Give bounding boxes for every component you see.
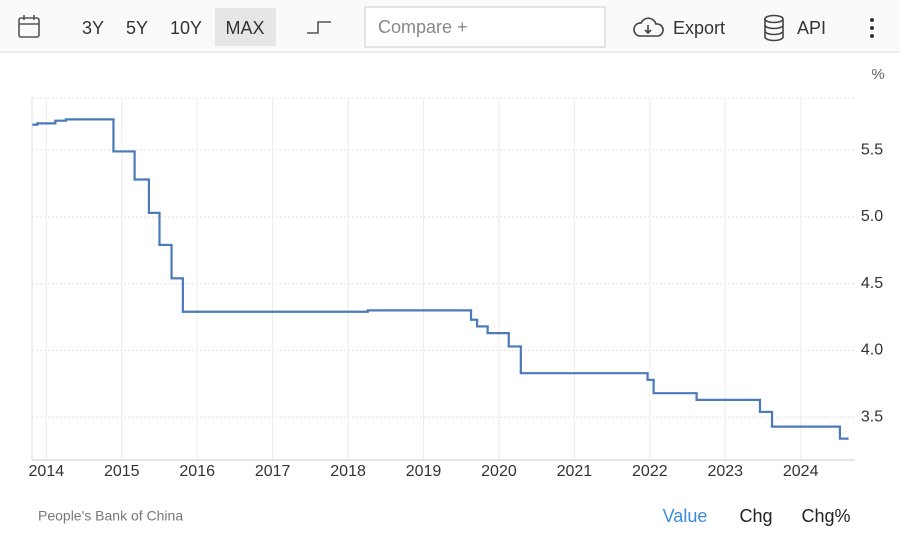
x-tick-label: 2024 [783, 463, 819, 480]
export-icon[interactable] [633, 17, 664, 37]
compare-placeholder: Compare + [378, 17, 468, 37]
x-tick-label: 2018 [330, 463, 366, 480]
y-tick-label: 3.5 [861, 408, 883, 425]
tab[interactable]: Value [663, 506, 708, 526]
y-unit: % [871, 66, 884, 83]
x-tick-label: 2019 [406, 463, 442, 480]
x-tick-label: 2015 [104, 463, 140, 480]
compare-input[interactable] [364, 6, 606, 48]
x-tick-label: 2016 [179, 463, 215, 480]
tab[interactable]: Chg% [801, 506, 850, 526]
range-button[interactable]: 5Y [126, 18, 148, 38]
source: People's Bank of China [38, 508, 183, 524]
calendar-icon[interactable] [18, 15, 40, 38]
api-icon[interactable] [764, 14, 784, 42]
range-button[interactable]: MAX [225, 18, 264, 38]
api-button[interactable]: API [797, 18, 826, 38]
x-tick-label: 2022 [632, 463, 668, 480]
range-active-bg [215, 8, 276, 46]
y-tick-label: 5.0 [861, 208, 883, 225]
x-tick-label: 2021 [557, 463, 593, 480]
chart-type-icon[interactable] [307, 21, 331, 34]
export-button[interactable]: Export [673, 18, 725, 38]
y-tick-label: 4.5 [861, 275, 883, 292]
range-button[interactable]: 10Y [170, 18, 202, 38]
x-tick-label: 2017 [255, 463, 291, 480]
y-tick-label: 4.0 [861, 342, 883, 359]
x-tick-label: 2014 [29, 463, 65, 480]
menu-icon[interactable] [870, 18, 874, 38]
y-tick-label: 5.5 [861, 141, 883, 158]
x-tick-label: 2023 [707, 463, 743, 480]
range-button[interactable]: 3Y [82, 18, 104, 38]
x-tick-label: 2020 [481, 463, 517, 480]
tab[interactable]: Chg [739, 506, 772, 526]
